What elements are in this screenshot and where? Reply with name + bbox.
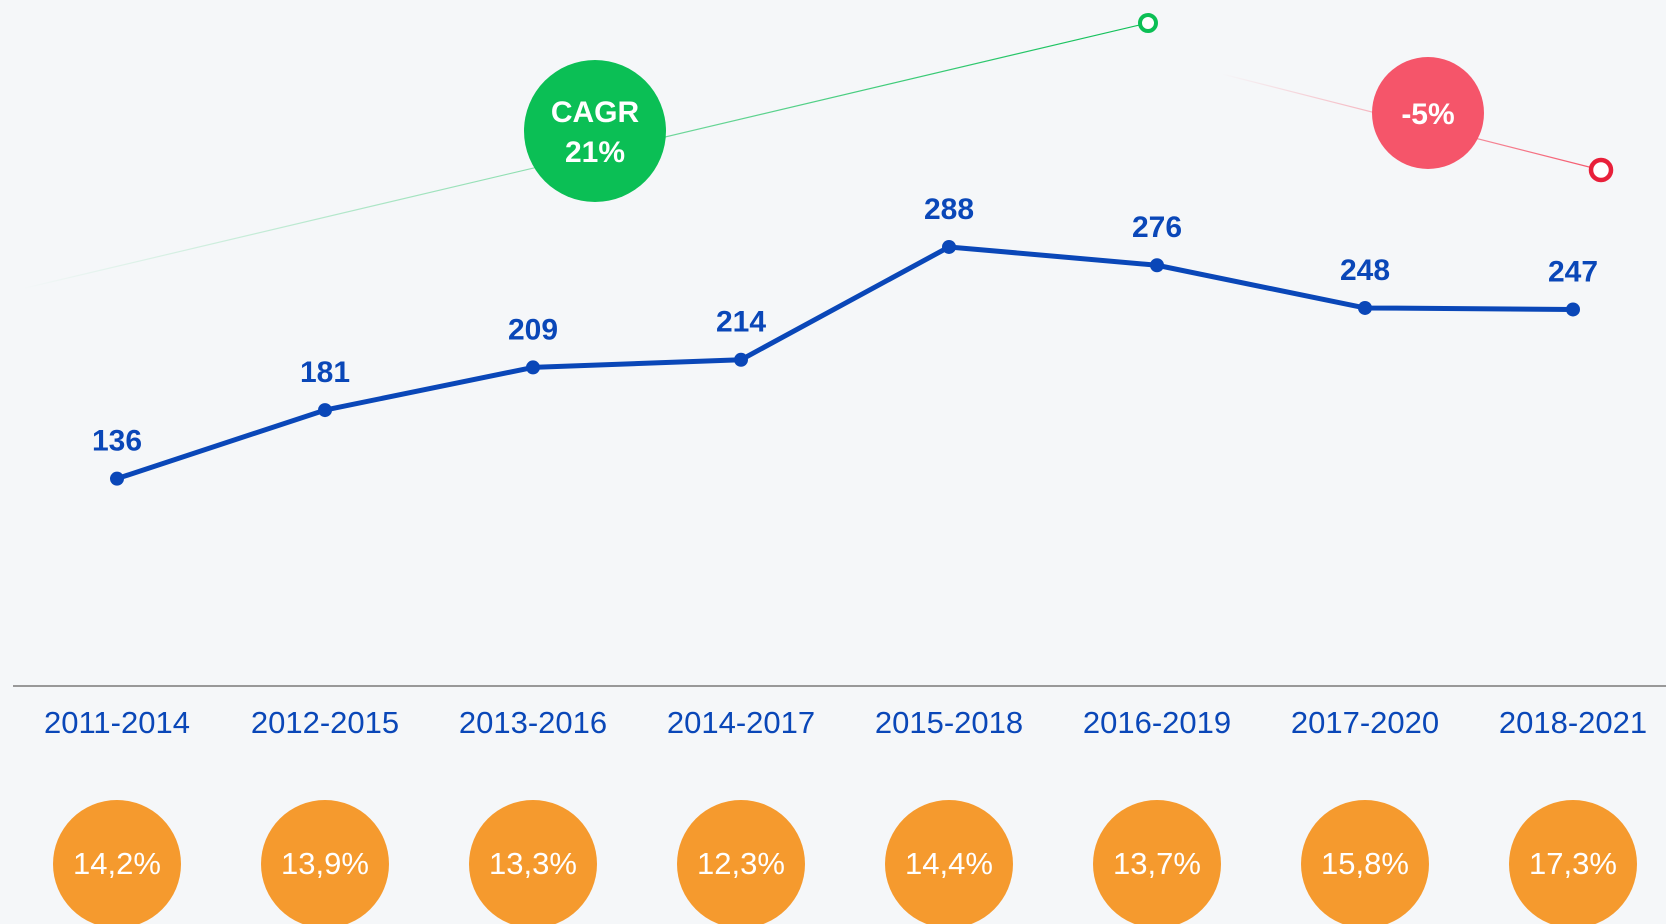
badge-label: 13,7% [1113,846,1201,881]
point [942,239,956,254]
x-tick-label: 2012-2015 [251,705,399,740]
data-label: 209 [508,313,558,346]
badge-label: 12,3% [697,846,785,881]
x-tick-label: 2018-2021 [1499,705,1647,740]
point [1566,302,1580,317]
data-label: 248 [1340,254,1390,287]
badge [261,800,389,924]
badge [53,800,181,924]
badge-label: 13,9% [281,846,369,881]
badge-label: 13,3% [489,846,577,881]
growth-label: CAGR [551,96,640,129]
point [1150,258,1164,273]
x-tick-label: 2015-2018 [875,705,1023,740]
badge [885,800,1013,924]
badge-label: 14,2% [73,846,161,881]
data-label: 288 [924,193,974,226]
point [318,403,332,418]
badge-label: 14,4% [905,846,993,881]
point [734,352,748,367]
data-label: 136 [92,425,142,458]
data-label: 214 [716,306,766,339]
data-label: 247 [1548,255,1598,288]
data-label: 181 [300,356,350,389]
badge-label: 17,3% [1529,846,1617,881]
badge-label: 15,8% [1321,846,1409,881]
badge [469,800,597,924]
point [110,471,124,486]
line [116,244,1574,482]
x-tick-label: 2011-2014 [44,705,190,740]
point [526,360,540,375]
badge [1093,800,1221,924]
growth-bubble [524,60,666,202]
decline-end [1588,157,1614,183]
growth-value: 21% [565,136,625,169]
badge [1509,800,1637,924]
growth-end [1138,13,1158,33]
point [1358,300,1372,315]
decline-bubble [1372,57,1484,169]
x-tick-label: 2016-2019 [1083,705,1231,740]
badge [677,800,805,924]
data-label: 276 [1132,211,1182,244]
decline-label: -5% [1401,98,1454,131]
x-tick-label: 2017-2020 [1291,705,1439,740]
x-tick-label: 2013-2016 [459,705,607,740]
badge [1301,800,1429,924]
x-tick-label: 2014-2017 [667,705,815,740]
